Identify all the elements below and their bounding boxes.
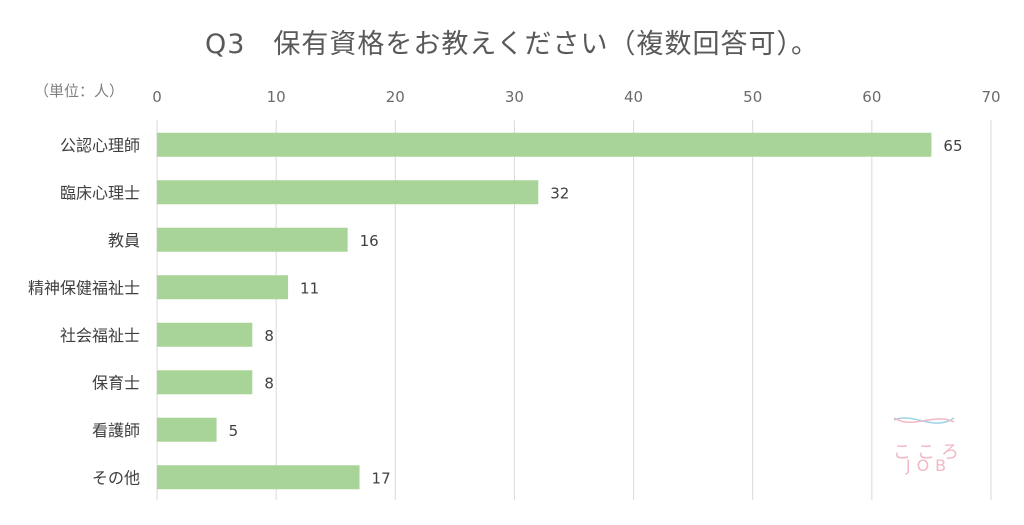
logo-text-job: JOB [905,456,953,475]
data-label: 5 [229,422,239,440]
category-label: 保育士 [92,373,140,392]
category-label: 臨床心理士 [60,183,140,202]
category-label: 教員 [108,231,140,250]
bar [157,370,253,395]
x-tick-label: 0 [152,88,162,106]
bar [157,417,217,442]
logo-text-kokoro: こころ [893,442,965,463]
data-label: 8 [264,327,274,345]
bar [157,322,253,347]
chart-title: Q3 保有資格をお教えください（複数回答可）。 [204,29,820,60]
x-tick-label: 20 [386,88,405,106]
x-tick-label: 60 [862,88,881,106]
x-axis-ticks: 0 10 20 30 40 50 60 70 [152,88,1000,106]
category-label: その他 [92,468,140,487]
data-label: 65 [943,137,962,155]
category-label: 看護師 [92,421,140,440]
category-label: 社会福祉士 [60,326,140,345]
bar [157,180,539,205]
x-tick-label: 50 [743,88,762,106]
gridlines [156,120,992,500]
bars [157,132,932,490]
unit-label: （単位：人） [34,82,125,100]
data-labels: 65 32 16 11 8 8 5 17 [229,137,963,488]
category-label: 公認心理師 [60,136,140,155]
data-label: 32 [550,184,569,202]
bar [157,275,289,300]
x-tick-label: 70 [981,88,1000,106]
bar [157,132,932,157]
wave-logo-icon [893,417,955,424]
data-label: 8 [264,374,274,392]
data-label: 16 [360,232,379,250]
x-tick-label: 10 [267,88,286,106]
x-tick-label: 40 [624,88,643,106]
x-tick-label: 30 [505,88,524,106]
bar [157,227,348,252]
kokoro-job-logo: こころ JOB [884,410,974,480]
category-label: 精神保健福祉士 [28,278,140,297]
data-label: 11 [300,279,319,297]
data-label: 17 [372,469,391,487]
bar [157,465,360,490]
